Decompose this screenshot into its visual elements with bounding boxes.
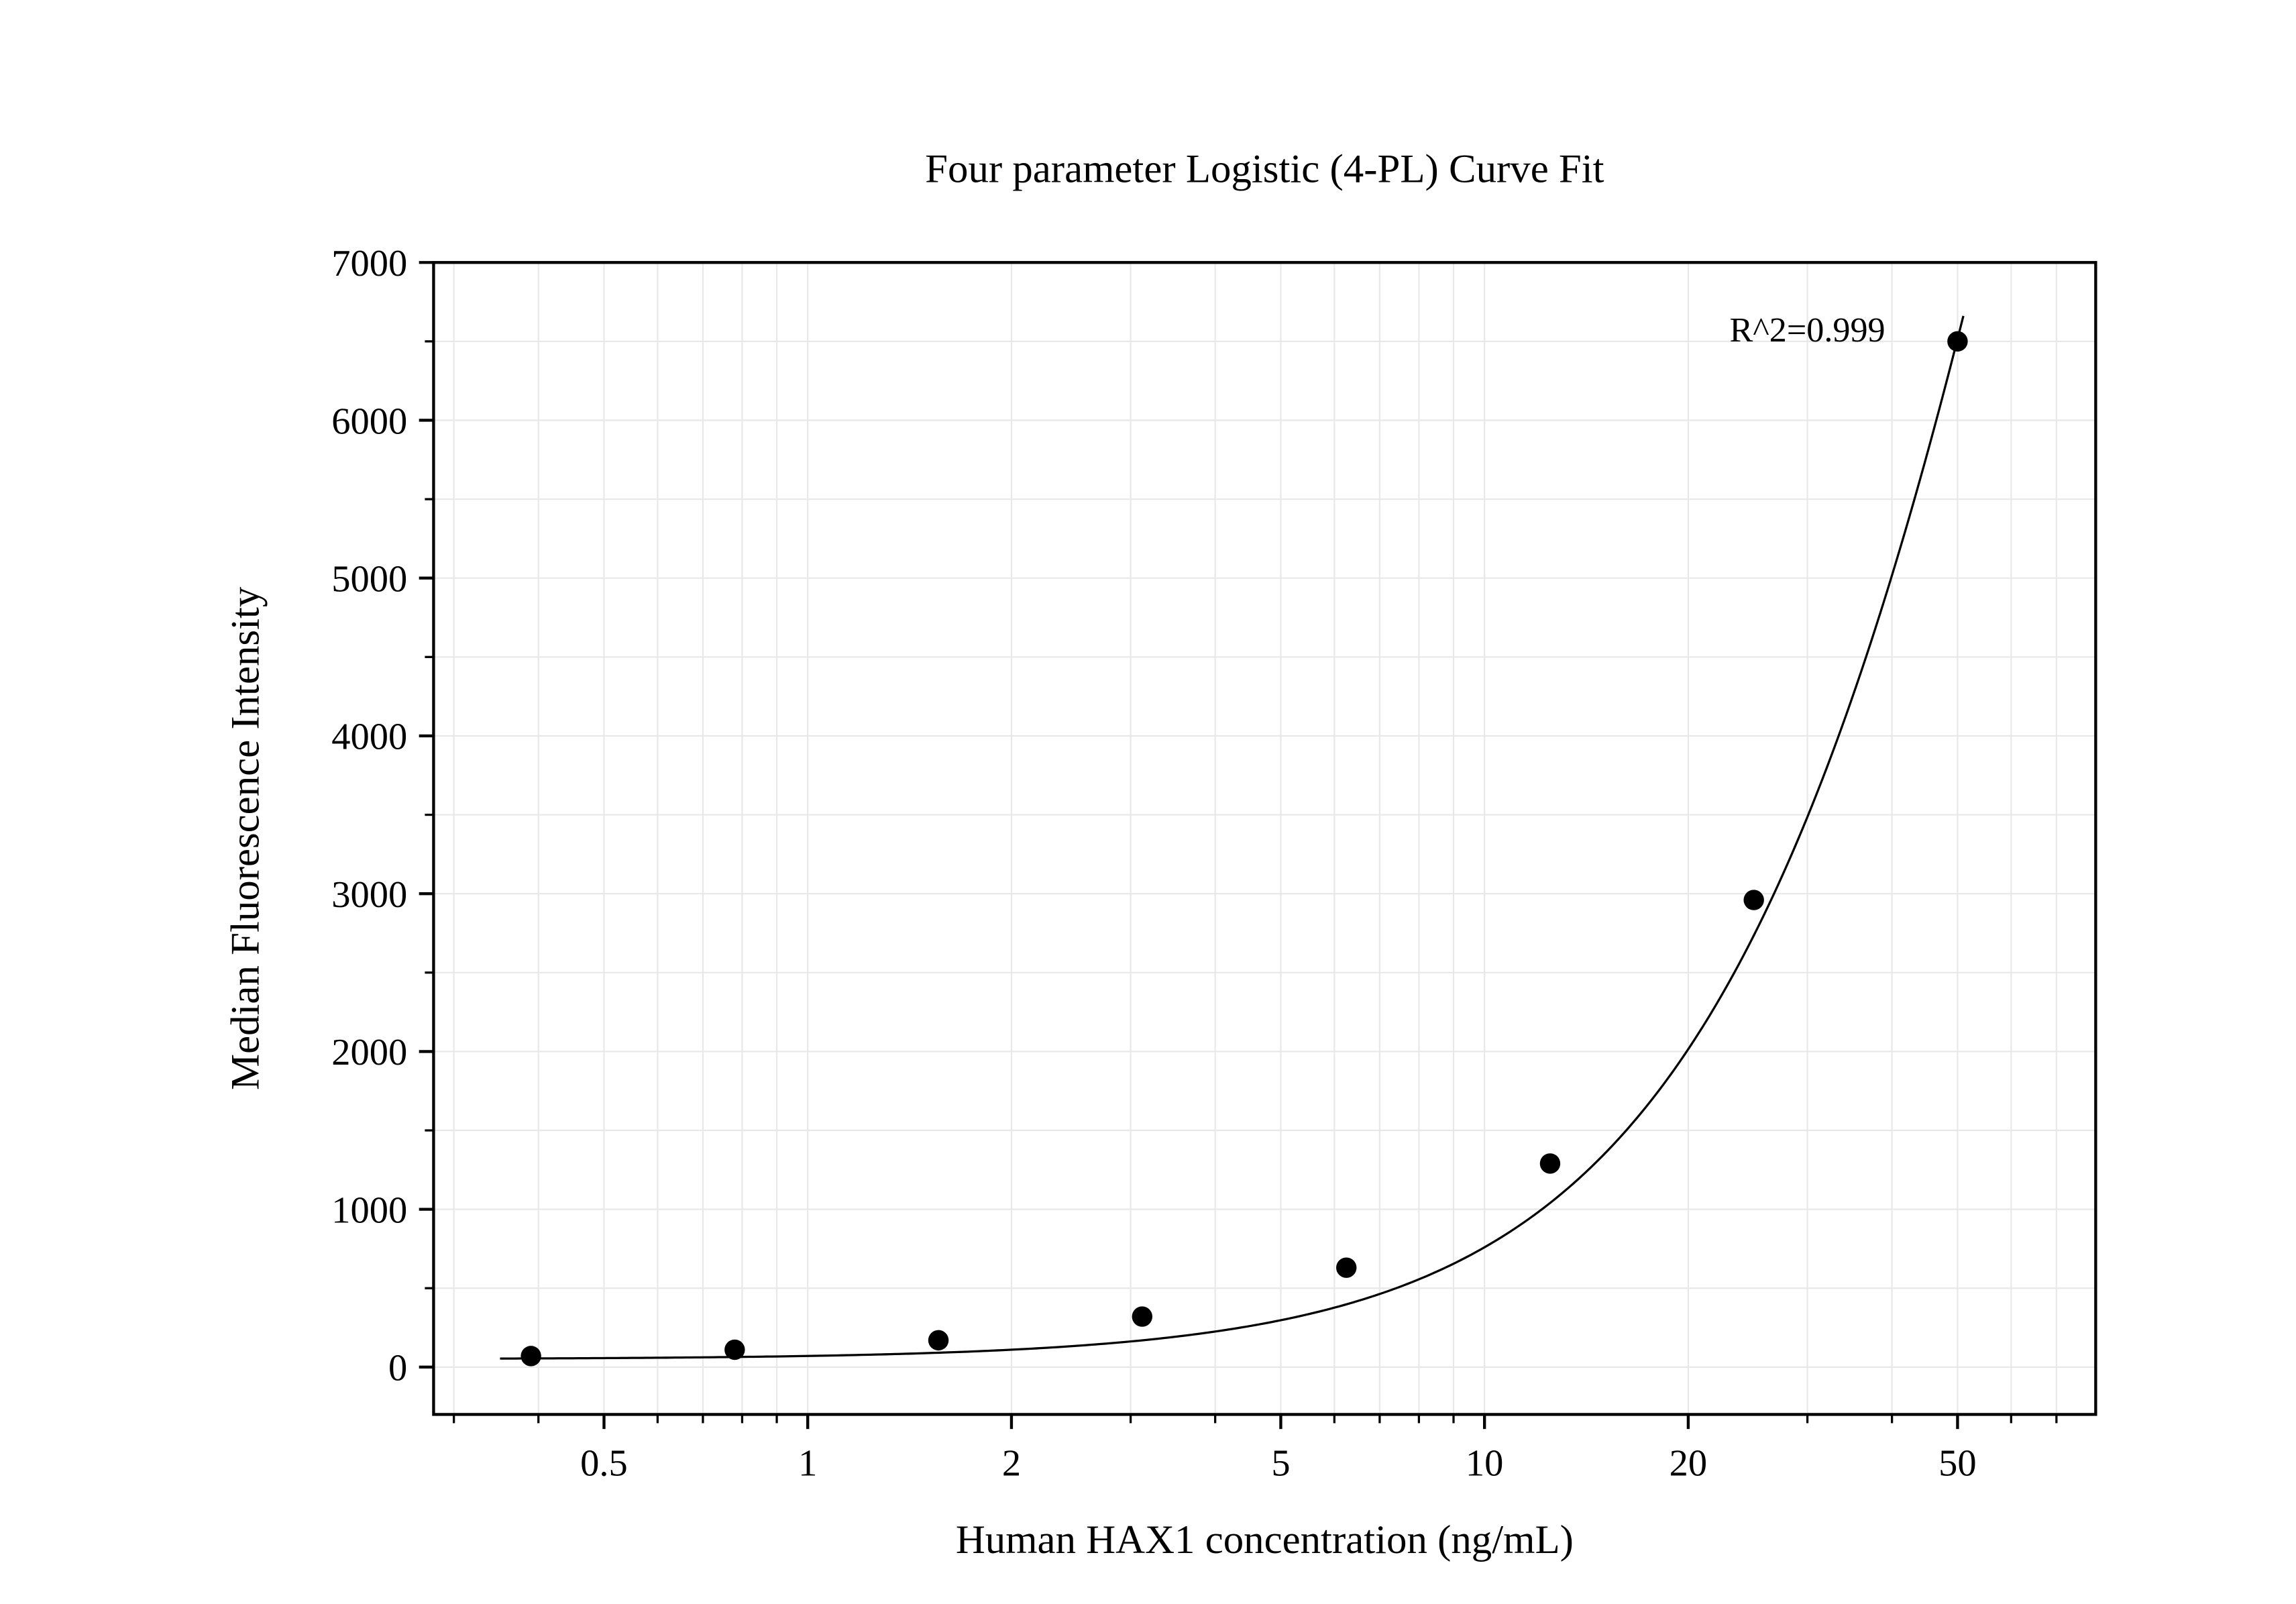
x-tick-label: 50 [1938,1443,1977,1485]
chart-background [40,0,2256,1604]
y-tick-label: 1000 [331,1189,407,1231]
data-point [1336,1257,1356,1277]
y-tick-label: 5000 [331,558,407,600]
y-tick-label: 6000 [331,400,407,442]
x-tick-label: 10 [1466,1443,1503,1485]
chart-container: 0.5 1 2 5 10 20 50 0 1000 2000 3000 4000 5000 6000 700… [0,0,2296,1604]
data-point [1947,331,1967,352]
y-tick-label: 2000 [331,1032,407,1073]
chart-title: Four parameter Logistic (4-PL) Curve Fit [925,147,1604,192]
y-axis-label: Median Fluorescence Intensity [223,586,268,1090]
data-point [1540,1153,1560,1173]
y-tick-label: 3000 [331,874,407,916]
data-point [521,1346,541,1366]
x-tick-label: 2 [1002,1443,1021,1485]
data-point [1743,890,1763,910]
y-tick-label: 7000 [331,243,407,284]
x-tick-label: 0.5 [580,1443,628,1485]
r-squared-annotation: R^2=0.999 [1730,311,1885,350]
data-point [724,1340,745,1360]
y-tick-label: 4000 [331,716,407,758]
chart-svg: 0.5 1 2 5 10 20 50 0 1000 2000 3000 4000 5000 6000 700… [0,0,2296,1604]
x-tick-label: 20 [1670,1443,1708,1485]
y-tick-label: 0 [388,1348,407,1389]
x-tick-label: 1 [798,1443,817,1485]
data-point [928,1330,948,1350]
data-point [1132,1306,1152,1326]
x-axis-label: Human HAX1 concentration (ng/mL) [956,1517,1574,1562]
x-tick-label: 5 [1271,1443,1290,1485]
